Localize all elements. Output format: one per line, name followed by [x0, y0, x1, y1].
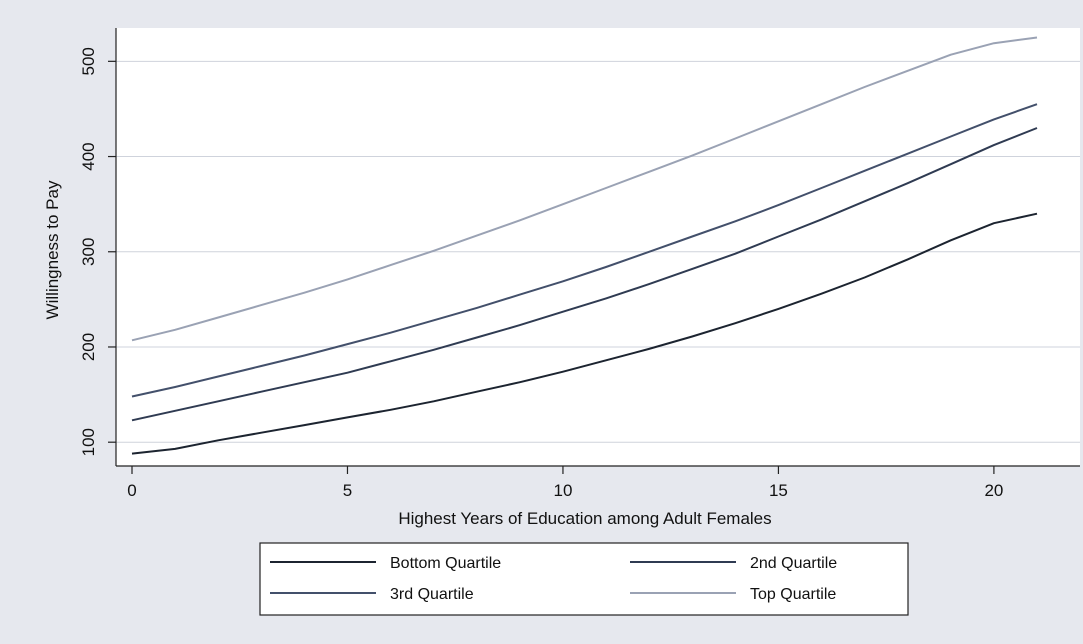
- legend-label-2: 2nd Quartile: [750, 555, 837, 572]
- x-tick-label-20: 20: [984, 481, 1003, 500]
- legend-box: [259, 542, 909, 616]
- legend: Bottom Quartile 2nd Quartile 3rd Quartile T…: [270, 555, 837, 603]
- y-tick-label-400: 400: [79, 142, 98, 170]
- plot-area: [116, 28, 1080, 466]
- legend-label-3: 3rd Quartile: [390, 586, 474, 603]
- gridlines: [116, 60, 1080, 443]
- series-lines: [131, 36, 1038, 455]
- series-line-2: [131, 127, 1038, 422]
- y-tick-label-500: 500: [79, 47, 98, 75]
- series-line-4: [131, 36, 1038, 342]
- series-line-1: [131, 212, 1038, 455]
- y-tick-label-300: 300: [79, 238, 98, 266]
- x-axis-title: Highest Years of Education among Adult F…: [398, 509, 771, 528]
- legend-label-4: Top Quartile: [750, 586, 836, 603]
- x-axis-ticks: 0 5 10 15 20: [127, 466, 1003, 500]
- legend-label-1: Bottom Quartile: [390, 555, 501, 572]
- y-axis-ticks: 100 200 300 400 500: [79, 47, 116, 456]
- x-tick-label-0: 0: [127, 481, 136, 500]
- y-tick-label-100: 100: [79, 428, 98, 456]
- x-tick-label-5: 5: [343, 481, 352, 500]
- series-line-3: [131, 103, 1038, 398]
- x-tick-label-10: 10: [553, 481, 572, 500]
- x-tick-label-15: 15: [769, 481, 788, 500]
- y-tick-label-200: 200: [79, 333, 98, 361]
- y-axis-title: Willingness to Pay: [43, 180, 62, 319]
